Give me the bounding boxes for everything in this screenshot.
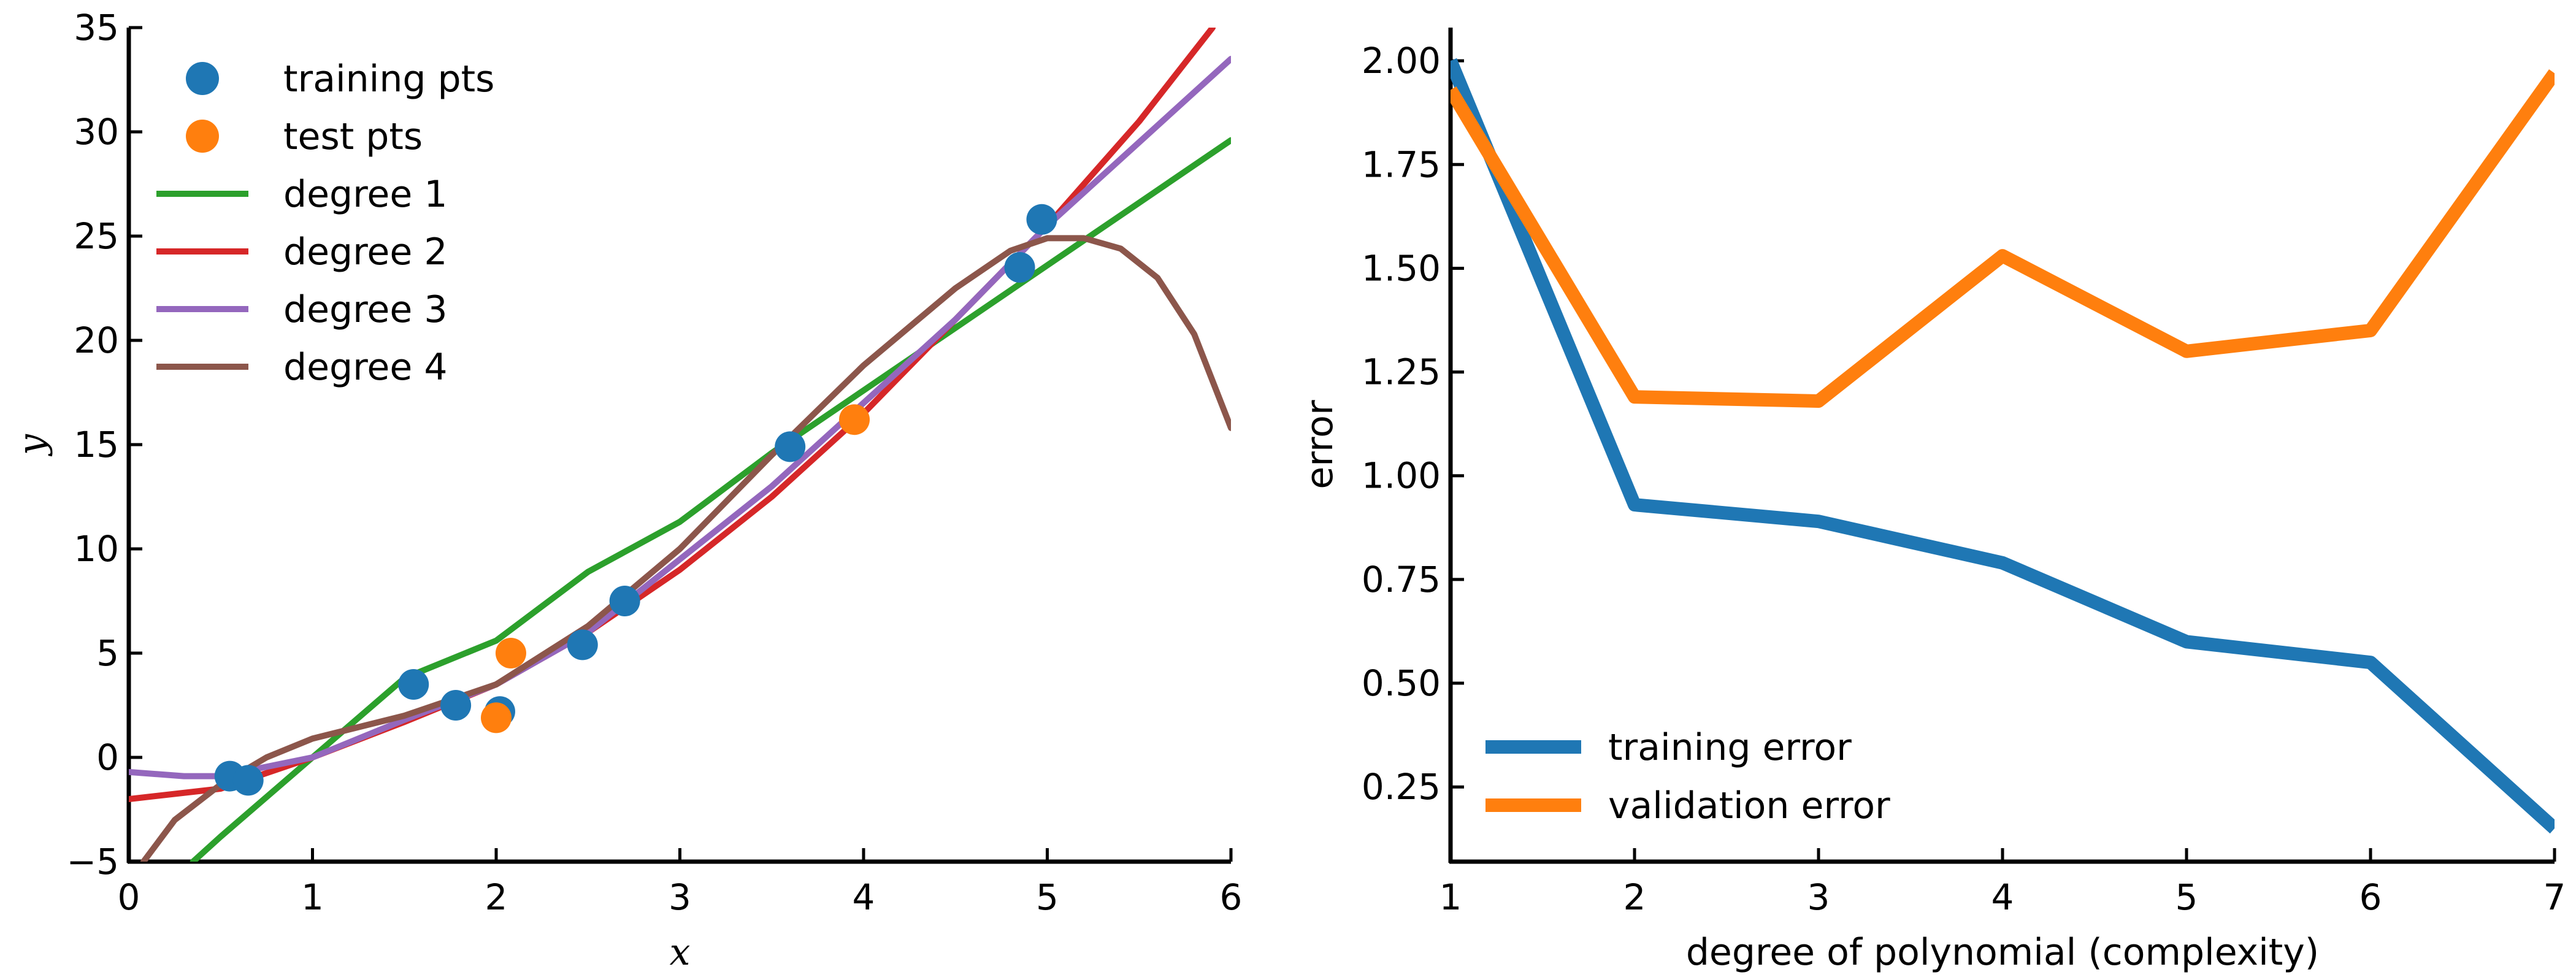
x-axis-label: x bbox=[670, 931, 691, 974]
x-tick-label: 2 bbox=[485, 876, 508, 918]
scatter-point-training-pts bbox=[398, 669, 429, 700]
legend-label: training pts bbox=[283, 58, 494, 101]
x-tick-label: 6 bbox=[1220, 876, 1243, 918]
series-line-degree-3 bbox=[129, 56, 1231, 779]
legend-label: validation error bbox=[1608, 784, 1890, 827]
y-tick-label: 0.25 bbox=[1362, 766, 1441, 808]
scatter-point-test-pts bbox=[481, 702, 512, 733]
y-tick-label: 1.50 bbox=[1362, 247, 1441, 289]
legend-label: training error bbox=[1608, 726, 1852, 769]
x-tick-label: 0 bbox=[118, 876, 140, 918]
y-tick-label: 1.75 bbox=[1362, 144, 1441, 185]
x-tick-label: 4 bbox=[853, 876, 875, 918]
scatter-point-training-pts bbox=[440, 690, 472, 721]
y-tick-label: −5 bbox=[67, 841, 120, 882]
legend-label: test pts bbox=[283, 115, 423, 158]
scatter-point-training-pts bbox=[609, 586, 640, 616]
scatter-point-test-pts bbox=[495, 638, 526, 668]
legend-marker bbox=[186, 62, 219, 95]
y-tick-label: 1.25 bbox=[1362, 351, 1441, 393]
y-tick-label: 0.75 bbox=[1362, 559, 1441, 600]
scatter-point-training-pts bbox=[1026, 204, 1057, 235]
y-tick-label: 35 bbox=[74, 7, 119, 48]
y-tick-label: 25 bbox=[74, 215, 119, 257]
legend-marker bbox=[186, 120, 219, 153]
scatter-point-test-pts bbox=[839, 404, 870, 435]
legend-label: degree 2 bbox=[283, 231, 448, 274]
series-line-validation-error bbox=[1451, 69, 2555, 408]
y-tick-label: 0.50 bbox=[1362, 662, 1441, 704]
y-tick-label: 5 bbox=[96, 632, 119, 674]
plot-area bbox=[129, 28, 1231, 862]
y-axis-label: error bbox=[1298, 400, 1341, 489]
legend-label: degree 1 bbox=[283, 173, 448, 216]
x-tick-label: 3 bbox=[1807, 876, 1830, 918]
x-tick-label: 5 bbox=[2175, 876, 2198, 918]
plot-area bbox=[1451, 58, 2555, 834]
x-tick-label: 5 bbox=[1036, 876, 1059, 918]
x-tick-label: 7 bbox=[2543, 876, 2566, 918]
y-tick-label: 2.00 bbox=[1362, 40, 1441, 82]
x-tick-label: 2 bbox=[1623, 876, 1646, 918]
y-tick-label: 30 bbox=[74, 111, 119, 153]
series-line-degree-4 bbox=[140, 235, 1231, 862]
scatter-point-training-pts bbox=[567, 629, 598, 660]
x-tick-label: 1 bbox=[1439, 876, 1462, 918]
x-tick-label: 1 bbox=[301, 876, 324, 918]
scatter-point-training-pts bbox=[232, 765, 264, 796]
y-tick-label: 10 bbox=[74, 528, 119, 570]
y-axis-label: y bbox=[10, 434, 53, 457]
scatter-point-training-pts bbox=[775, 431, 806, 462]
x-tick-label: 3 bbox=[669, 876, 691, 918]
x-tick-label: 4 bbox=[1991, 876, 2014, 918]
y-tick-label: 0 bbox=[96, 737, 119, 778]
series-line-training-error bbox=[1451, 58, 2555, 834]
y-tick-label: 15 bbox=[74, 424, 119, 465]
scatter-point-training-pts bbox=[1004, 252, 1035, 283]
x-axis-label: degree of polynomial (complexity) bbox=[1686, 931, 2319, 974]
legend-label: degree 3 bbox=[283, 288, 448, 331]
y-tick-label: 20 bbox=[74, 320, 119, 361]
legend-label: degree 4 bbox=[283, 346, 448, 389]
right-chart-panel: 1 2 3 4 5 6 7 0.25 0.50 0.75 1.00 1.25 1.50 1.75 2.00 d… bbox=[1298, 28, 2566, 974]
x-tick-label: 6 bbox=[2359, 876, 2382, 918]
y-tick-label: 1.00 bbox=[1362, 455, 1441, 497]
